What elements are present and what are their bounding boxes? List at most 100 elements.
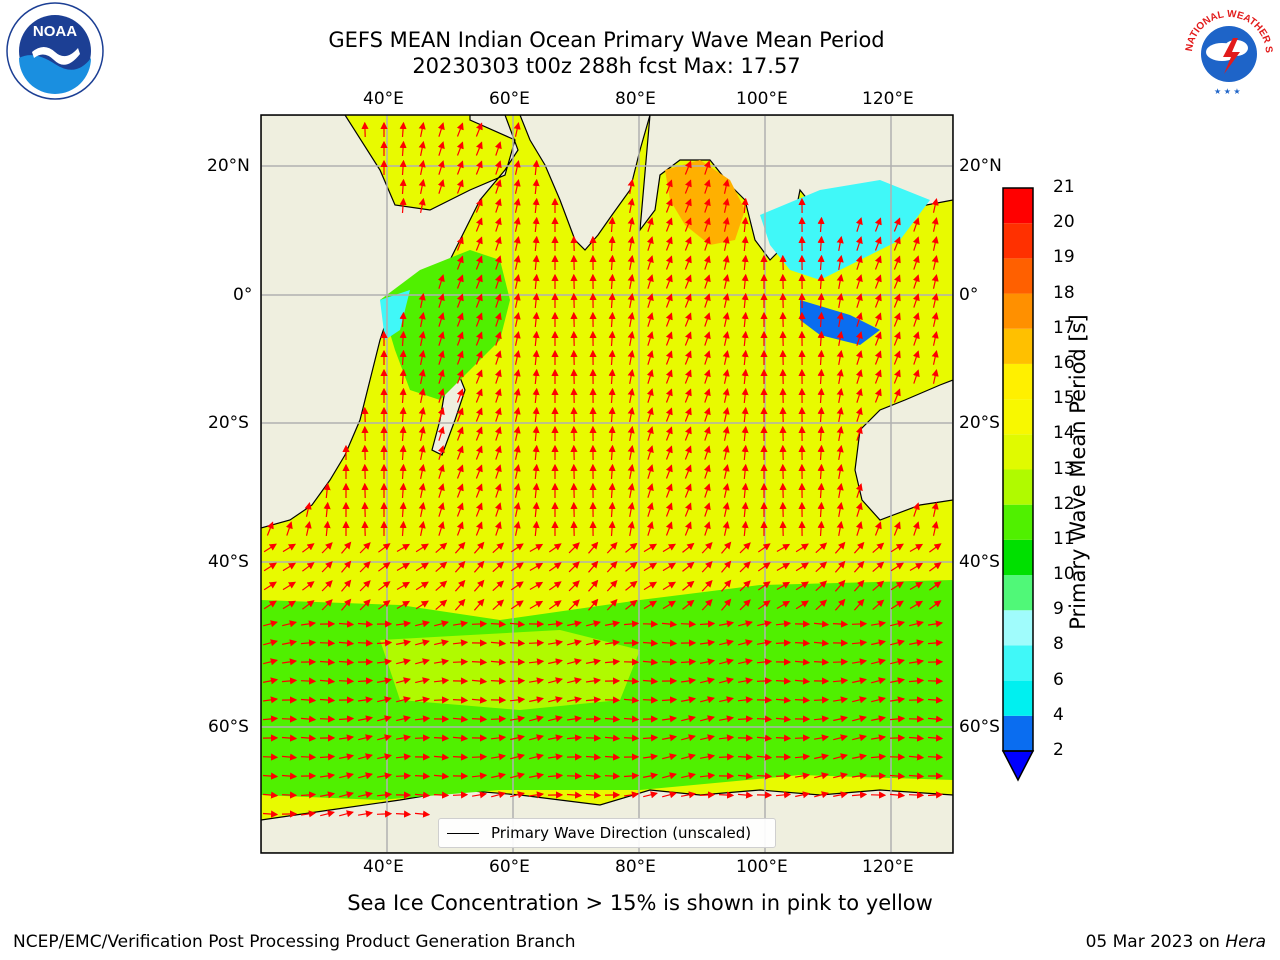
wave-arrow [817, 387, 825, 404]
wave-arrow [437, 483, 445, 498]
wave-arrow [510, 753, 525, 761]
wave-arrow [722, 369, 730, 384]
wave-arrow [528, 658, 545, 666]
wave-arrow [437, 122, 445, 137]
wave-arrow [378, 562, 391, 572]
wave-arrow [452, 620, 469, 628]
wave-arrow [606, 599, 618, 611]
wave-arrow [646, 293, 654, 308]
wave-arrow [874, 274, 882, 289]
wave-arrow [703, 502, 711, 517]
wave-arrow [722, 217, 730, 232]
wave-arrow [931, 236, 939, 251]
wave-arrow [418, 425, 426, 442]
wave-arrow [874, 521, 882, 536]
wave-arrow [475, 122, 483, 137]
wave-arrow [532, 387, 540, 404]
colorbar-cell [1003, 434, 1033, 470]
wave-arrow [588, 560, 599, 573]
wave-arrow [490, 620, 507, 628]
wave-arrow [627, 311, 635, 328]
wave-arrow [475, 331, 483, 346]
wave-arrow [794, 696, 811, 704]
wave-arrow [452, 753, 469, 761]
wave-arrow [836, 444, 844, 461]
wave-arrow [718, 620, 735, 628]
wave-arrow [741, 387, 749, 404]
wave-arrow [415, 600, 429, 610]
wave-arrow [795, 562, 809, 572]
colorbar-label: Primary Wave Mean Period [s] [1066, 314, 1090, 630]
colorbar-tick-label: 20 [1053, 212, 1075, 233]
wave-arrow [456, 464, 464, 479]
wave-arrow [396, 581, 411, 591]
wave-arrow [567, 639, 582, 647]
wave-arrow [662, 600, 677, 610]
wave-arrow [513, 483, 521, 498]
wave-arrow [665, 312, 673, 327]
wave-arrow [567, 715, 583, 723]
lon-tick-bottom-120e: 120°E [862, 857, 914, 877]
wave-arrow [893, 521, 901, 536]
colorbar-cell [1003, 258, 1033, 294]
wave-arrow [684, 217, 692, 232]
wave-arrow [722, 521, 730, 536]
wave-arrow [684, 331, 692, 346]
wave-arrow [722, 293, 730, 308]
wave-arrow [341, 579, 352, 592]
wave-arrow [300, 696, 317, 704]
wave-arrow [681, 715, 696, 723]
colorbar-tick-label: 9 [1053, 599, 1064, 620]
wave-arrow [912, 331, 920, 346]
wave-arrow [836, 387, 844, 404]
wave-arrow [475, 483, 483, 498]
wave-arrow [757, 543, 771, 553]
wave-arrow [357, 677, 374, 685]
wave-arrow [646, 350, 654, 365]
wave-arrow [456, 502, 464, 517]
wave-arrow [437, 445, 445, 460]
wave-arrow [532, 482, 540, 499]
wave-arrow [452, 658, 469, 666]
wave-arrow [627, 463, 635, 480]
wave-arrow [625, 561, 638, 572]
wave-arrow [722, 426, 730, 441]
wave-arrow [492, 561, 505, 573]
wave-arrow [684, 179, 692, 194]
wave-arrow [643, 753, 659, 761]
wave-arrow [871, 677, 886, 685]
wave-arrow [320, 810, 335, 818]
wave-arrow [529, 581, 544, 591]
wave-arrow [855, 521, 863, 536]
wave-arrow [377, 696, 392, 704]
wave-arrow [529, 753, 544, 761]
wave-arrow [513, 331, 521, 346]
wave-arrow [684, 521, 692, 536]
wave-arrow [548, 600, 562, 610]
wave-arrow [794, 772, 811, 780]
wave-arrow [701, 599, 713, 611]
lat-tick-left-20s: 20°S [208, 413, 249, 433]
lon-tick-top-120e: 120°E [862, 89, 914, 109]
wave-arrow [302, 543, 315, 553]
wave-arrow [836, 406, 844, 423]
wave-arrow [606, 580, 618, 592]
legend-line-swatch [447, 832, 479, 834]
wave-arrow [627, 520, 635, 537]
wave-arrow [872, 599, 885, 611]
wave-arrow [509, 639, 526, 647]
wave-arrow [931, 312, 939, 327]
wave-arrow [547, 639, 564, 647]
wave-arrow [665, 236, 673, 251]
wave-arrow [437, 464, 445, 479]
wave-arrow [851, 620, 868, 628]
colorbar-tick-label: 8 [1053, 634, 1064, 655]
wave-arrow [776, 562, 791, 572]
wave-arrow [680, 791, 697, 799]
wave-arrow [415, 658, 430, 666]
wave-arrow [833, 772, 848, 780]
wave-arrow [490, 639, 507, 647]
wave-arrow [490, 715, 507, 723]
wave-arrow [646, 502, 654, 517]
wave-arrow [871, 658, 886, 666]
